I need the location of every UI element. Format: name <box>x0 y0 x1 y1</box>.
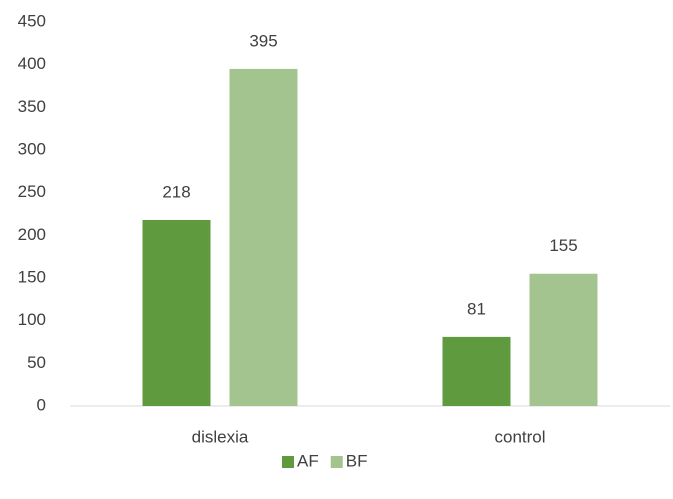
x-tick-label: dislexia <box>192 427 249 446</box>
y-tick-label: 250 <box>18 182 46 201</box>
y-tick-label: 100 <box>18 310 46 329</box>
y-tick-label: 50 <box>27 353 46 372</box>
legend-swatch <box>282 456 294 468</box>
bar <box>442 336 511 406</box>
y-tick-label: 0 <box>37 395 46 414</box>
y-tick-label: 450 <box>18 11 46 30</box>
y-tick-label: 300 <box>18 139 46 158</box>
legend-swatch <box>330 456 343 468</box>
bar <box>142 219 211 406</box>
bar <box>229 68 298 406</box>
data-label: 395 <box>249 31 277 50</box>
data-label: 81 <box>467 299 486 318</box>
data-label: 155 <box>549 236 577 255</box>
y-tick-label: 350 <box>18 97 46 116</box>
bar <box>529 273 598 406</box>
data-label: 218 <box>162 182 190 201</box>
legend-label: BF <box>346 451 368 470</box>
y-tick-label: 150 <box>18 267 46 286</box>
y-tick-label: 400 <box>18 54 46 73</box>
y-tick-label: 200 <box>18 225 46 244</box>
x-tick-label: control <box>494 427 545 446</box>
legend-label: AF <box>297 451 319 470</box>
